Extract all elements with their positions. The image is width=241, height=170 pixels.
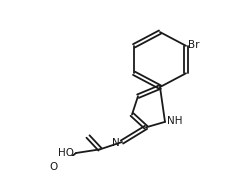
Text: N: N xyxy=(112,138,120,148)
Text: O: O xyxy=(50,162,58,170)
Text: Br: Br xyxy=(188,40,200,50)
Text: HO: HO xyxy=(58,148,74,158)
Text: NH: NH xyxy=(167,116,182,126)
